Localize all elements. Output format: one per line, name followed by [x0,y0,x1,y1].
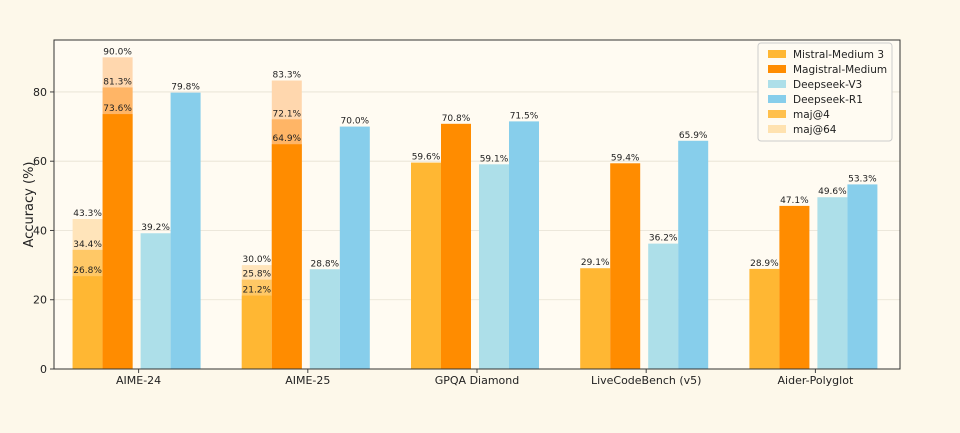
bar [580,268,611,369]
data-label: 28.9% [750,259,779,269]
bar [102,114,133,370]
plot-frame [53,39,901,370]
y-axis-label: Accuracy (%) [22,162,37,248]
y-tick-label: 20 [33,294,47,307]
data-label: 59.6% [412,153,441,163]
bar [271,144,302,369]
y-tick-label: 0 [40,363,47,376]
data-label: 65.9% [679,131,708,141]
bar [847,184,878,369]
x-tick-label: AIME-25 [285,374,330,387]
bar [140,233,171,369]
legend-label: maj@64 [793,124,837,136]
bar [817,197,848,369]
data-label-maj64: 30.0% [243,255,272,265]
data-label-maj64: 90.0% [103,47,132,57]
legend-label: Mistral-Medium 3 [793,49,884,61]
legend-swatch [768,80,786,88]
bar [610,163,641,369]
legend-swatch [768,50,786,58]
y-tick-label: 80 [33,86,47,99]
legend-swatch [768,110,786,118]
bar [411,162,441,369]
bar [479,164,509,369]
x-tick-label: GPQA Diamond [435,374,520,387]
data-label: 21.2% [243,286,272,296]
data-label: 26.8% [73,266,102,276]
bar [309,269,340,369]
legend-label: Magistral-Medium [793,64,887,76]
legend-swatch [768,95,786,103]
data-label-maj4: 25.8% [243,270,272,280]
data-label: 29.1% [581,258,610,268]
bar [509,121,539,369]
legend-swatch [768,65,786,73]
data-label: 71.5% [510,111,539,121]
x-tick-label: Aider-Polyglot [778,374,854,387]
legend-label: maj@4 [793,109,830,121]
data-label-maj4: 34.4% [73,240,102,250]
legend-swatch [768,125,786,133]
bar [339,126,370,369]
data-label: 59.4% [611,153,640,163]
data-label: 53.3% [848,174,877,184]
bar [170,92,201,369]
data-label: 47.1% [780,196,809,206]
data-label: 28.8% [311,259,340,269]
data-label-maj4: 72.1% [273,109,302,119]
data-label: 36.2% [649,234,678,244]
bar [241,295,272,369]
bar [648,243,679,369]
data-label-maj64: 43.3% [73,209,102,219]
data-label-maj64: 83.3% [273,71,302,81]
bar [72,276,103,369]
data-label: 64.9% [273,134,302,144]
data-label-maj4: 81.3% [103,77,132,87]
data-label: 73.6% [103,104,132,114]
data-label: 70.8% [442,114,471,124]
legend-label: Deepseek-V3 [793,79,862,91]
y-tick-label: 60 [33,155,47,168]
bar [678,140,709,369]
y-tick-label: 40 [33,224,47,237]
data-label: 70.0% [341,117,370,127]
bar [749,268,780,369]
legend-box [757,42,893,142]
legend-label: Deepseek-R1 [793,94,863,106]
data-label: 79.8% [171,83,200,93]
bar [779,205,810,369]
x-tick-label: LiveCodeBench (v5) [591,374,702,387]
bar [441,123,471,370]
x-tick-label: AIME-24 [116,374,161,387]
data-label: 49.6% [818,187,847,197]
data-label: 39.2% [141,223,170,233]
data-label: 59.1% [480,154,509,164]
